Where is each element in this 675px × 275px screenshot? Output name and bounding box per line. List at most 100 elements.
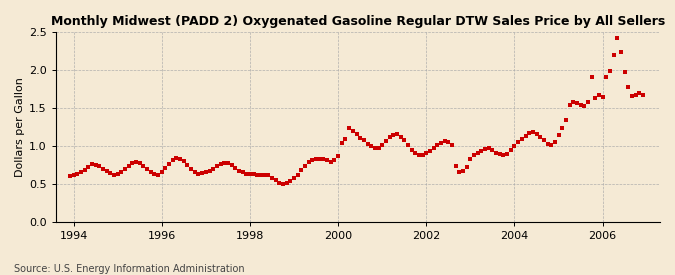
- Point: [605, 69, 616, 74]
- Point: [539, 138, 549, 143]
- Point: [494, 152, 505, 156]
- Point: [358, 138, 369, 143]
- Point: [579, 104, 590, 109]
- Point: [626, 94, 637, 99]
- Point: [157, 169, 167, 174]
- Point: [450, 164, 461, 169]
- Point: [461, 165, 472, 169]
- Point: [193, 172, 204, 176]
- Point: [612, 36, 623, 40]
- Point: [531, 132, 542, 137]
- Point: [597, 95, 608, 100]
- Point: [65, 174, 76, 178]
- Point: [171, 156, 182, 160]
- Point: [281, 181, 292, 185]
- Point: [384, 135, 395, 140]
- Point: [557, 125, 568, 130]
- Point: [425, 149, 435, 153]
- Y-axis label: Dollars per Gallon: Dollars per Gallon: [15, 77, 25, 177]
- Point: [94, 164, 105, 169]
- Point: [399, 138, 410, 143]
- Title: Monthly Midwest (PADD 2) Oxygenated Gasoline Regular DTW Sales Price by All Sell: Monthly Midwest (PADD 2) Oxygenated Gaso…: [51, 15, 665, 28]
- Point: [90, 163, 101, 167]
- Point: [333, 153, 344, 158]
- Point: [402, 143, 413, 147]
- Point: [190, 170, 200, 175]
- Point: [388, 133, 399, 138]
- Point: [406, 147, 417, 152]
- Point: [421, 151, 432, 156]
- Point: [263, 173, 274, 178]
- Point: [208, 166, 219, 171]
- Point: [267, 175, 277, 180]
- Point: [178, 159, 189, 163]
- Point: [454, 170, 465, 175]
- Point: [568, 100, 578, 104]
- Point: [583, 100, 593, 104]
- Point: [296, 168, 307, 172]
- Point: [340, 137, 351, 141]
- Point: [487, 148, 498, 153]
- Point: [318, 157, 329, 162]
- Point: [458, 169, 468, 173]
- Point: [252, 173, 263, 178]
- Point: [634, 90, 645, 95]
- Point: [417, 153, 428, 157]
- Point: [369, 146, 380, 150]
- Point: [105, 171, 115, 175]
- Point: [366, 144, 377, 148]
- Point: [303, 160, 314, 164]
- Point: [608, 53, 619, 57]
- Point: [509, 144, 520, 148]
- Point: [513, 140, 524, 144]
- Point: [197, 171, 208, 175]
- Point: [241, 172, 252, 176]
- Point: [274, 181, 285, 185]
- Point: [315, 156, 325, 161]
- Point: [131, 160, 142, 164]
- Point: [381, 139, 392, 144]
- Point: [392, 132, 402, 137]
- Point: [325, 160, 336, 164]
- Point: [277, 182, 288, 186]
- Point: [638, 93, 649, 97]
- Point: [428, 146, 439, 150]
- Point: [439, 139, 450, 144]
- Point: [292, 172, 303, 177]
- Point: [560, 118, 571, 122]
- Point: [520, 134, 531, 138]
- Point: [587, 75, 597, 80]
- Point: [98, 166, 109, 171]
- Point: [329, 158, 340, 163]
- Point: [355, 136, 366, 141]
- Point: [498, 153, 509, 157]
- Point: [414, 153, 425, 157]
- Point: [112, 172, 123, 176]
- Point: [127, 161, 138, 166]
- Point: [593, 93, 604, 97]
- Point: [237, 170, 248, 175]
- Point: [616, 50, 626, 54]
- Point: [601, 75, 612, 79]
- Point: [72, 172, 82, 176]
- Point: [480, 147, 491, 151]
- Point: [79, 168, 90, 172]
- Point: [160, 166, 171, 170]
- Point: [149, 172, 160, 176]
- Point: [377, 143, 387, 147]
- Point: [307, 158, 318, 163]
- Point: [142, 166, 153, 171]
- Point: [167, 158, 178, 163]
- Point: [410, 150, 421, 155]
- Point: [491, 150, 502, 155]
- Point: [256, 173, 267, 178]
- Point: [344, 125, 354, 130]
- Point: [109, 172, 119, 177]
- Point: [564, 103, 575, 107]
- Point: [219, 160, 230, 165]
- Point: [153, 172, 163, 177]
- Point: [244, 172, 255, 176]
- Point: [259, 172, 270, 177]
- Point: [270, 178, 281, 182]
- Point: [186, 166, 196, 171]
